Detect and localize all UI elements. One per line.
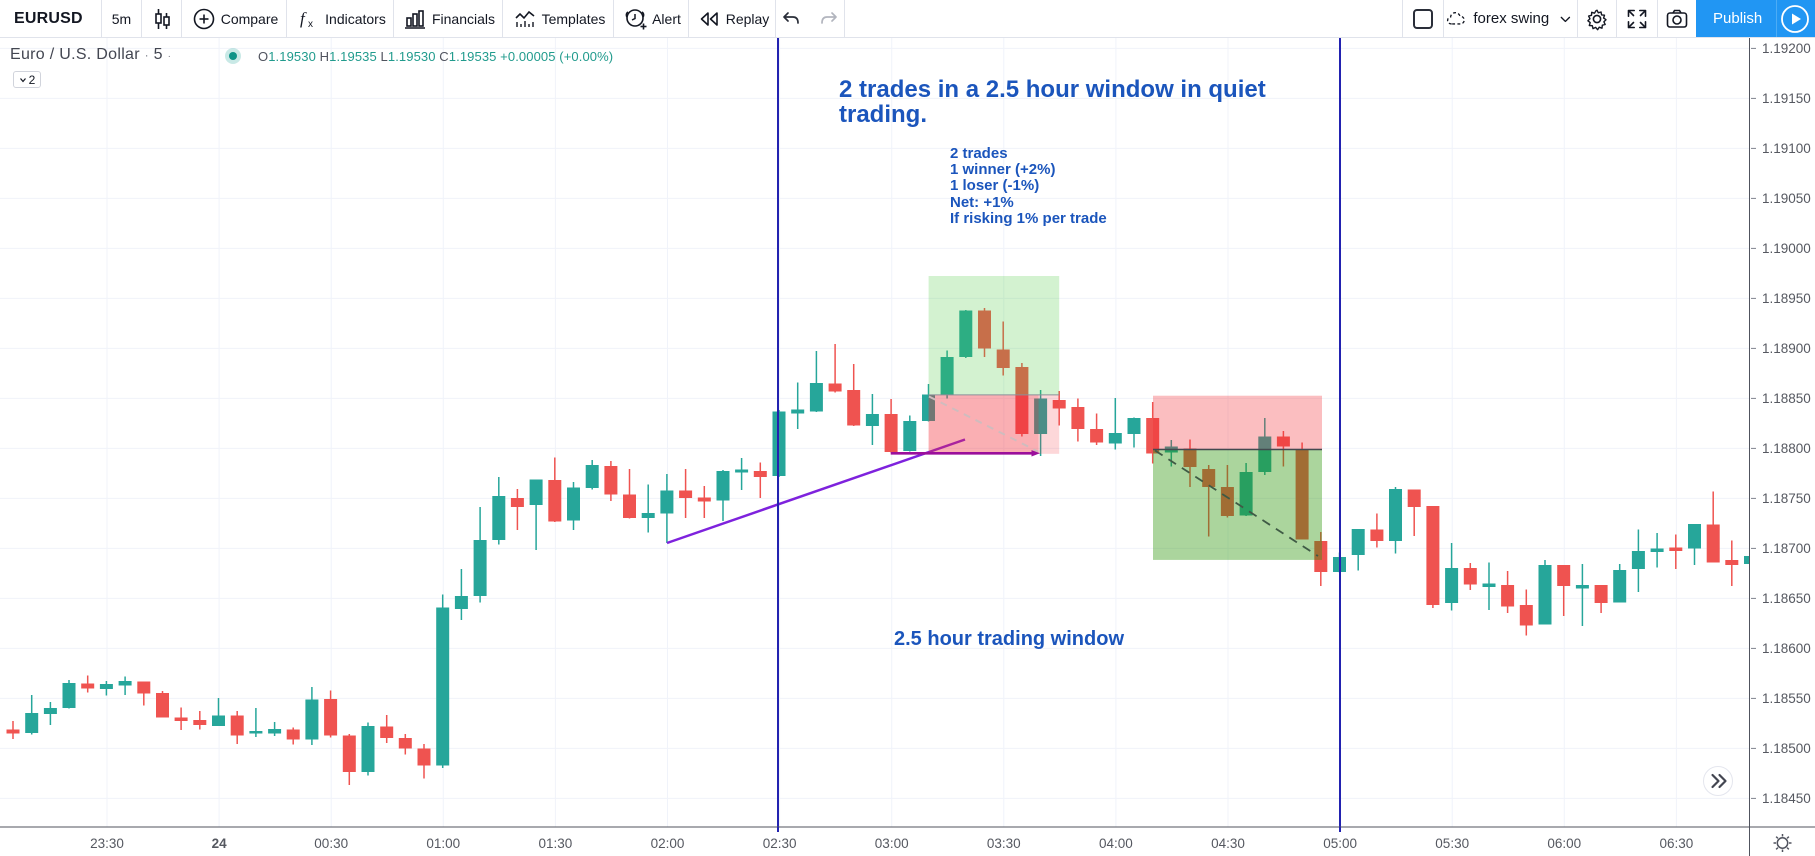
svg-text:1.18500: 1.18500 (1762, 741, 1811, 756)
svg-text:04:30: 04:30 (1211, 836, 1245, 851)
svg-text:23:30: 23:30 (90, 836, 124, 851)
svg-text:1.19150: 1.19150 (1762, 91, 1811, 106)
svg-text:03:30: 03:30 (987, 836, 1021, 851)
svg-text:1.18600: 1.18600 (1762, 641, 1811, 656)
svg-text:04:00: 04:00 (1099, 836, 1133, 851)
svg-text:01:30: 01:30 (539, 836, 573, 851)
svg-text:1.18800: 1.18800 (1762, 441, 1811, 456)
svg-text:1.18950: 1.18950 (1762, 291, 1811, 306)
svg-text:1.19050: 1.19050 (1762, 191, 1811, 206)
svg-text:05:00: 05:00 (1323, 836, 1357, 851)
svg-text:05:30: 05:30 (1435, 836, 1469, 851)
svg-text:1.18850: 1.18850 (1762, 391, 1811, 406)
svg-text:02:00: 02:00 (651, 836, 685, 851)
svg-text:1.18550: 1.18550 (1762, 691, 1811, 706)
svg-text:03:00: 03:00 (875, 836, 909, 851)
svg-text:1.18900: 1.18900 (1762, 341, 1811, 356)
svg-text:1.19200: 1.19200 (1762, 41, 1811, 56)
svg-text:1.18450: 1.18450 (1762, 791, 1811, 806)
svg-text:1.19100: 1.19100 (1762, 141, 1811, 156)
svg-text:1.18700: 1.18700 (1762, 541, 1811, 556)
svg-text:00:30: 00:30 (314, 836, 348, 851)
svg-text:02:30: 02:30 (763, 836, 797, 851)
svg-text:1.18750: 1.18750 (1762, 491, 1811, 506)
svg-text:f: f (300, 9, 307, 28)
svg-text:01:00: 01:00 (426, 836, 460, 851)
svg-text:1.18650: 1.18650 (1762, 591, 1811, 606)
svg-text:24: 24 (212, 836, 228, 851)
svg-text:1.19000: 1.19000 (1762, 241, 1811, 256)
svg-text:06:00: 06:00 (1547, 836, 1581, 851)
svg-text:06:30: 06:30 (1660, 836, 1694, 851)
svg-text:x: x (308, 19, 313, 30)
